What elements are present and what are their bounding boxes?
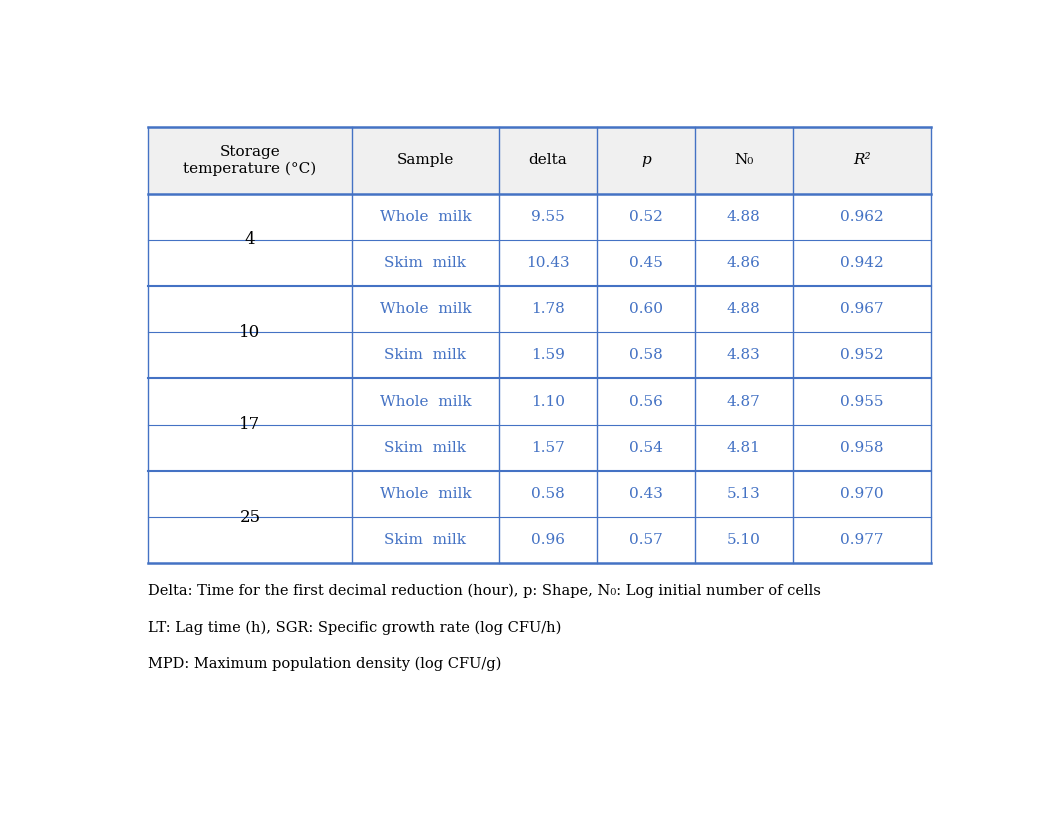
Text: Delta: Time for the first decimal reduction (hour), p: Shape, N₀: Log initial nu: Delta: Time for the first decimal reduct…	[147, 584, 821, 598]
Text: 25: 25	[239, 509, 260, 525]
Text: Whole  milk: Whole milk	[379, 395, 472, 409]
Text: 4.87: 4.87	[727, 395, 760, 409]
Text: 0.45: 0.45	[629, 256, 662, 270]
Text: 0.942: 0.942	[840, 256, 883, 270]
Text: 0.958: 0.958	[840, 441, 883, 455]
Text: 0.43: 0.43	[629, 487, 662, 501]
Text: 0.56: 0.56	[629, 395, 662, 409]
Text: 4: 4	[244, 231, 255, 248]
Text: 0.952: 0.952	[840, 349, 883, 363]
Text: Whole  milk: Whole milk	[379, 302, 472, 316]
Text: Skim  milk: Skim milk	[384, 533, 466, 547]
Text: Whole  milk: Whole milk	[379, 210, 472, 224]
Text: Whole  milk: Whole milk	[379, 487, 472, 501]
Text: 0.977: 0.977	[840, 533, 883, 547]
Text: 0.58: 0.58	[531, 487, 564, 501]
Text: 4.88: 4.88	[727, 210, 760, 224]
Text: 1.57: 1.57	[531, 441, 564, 455]
Text: 4.88: 4.88	[727, 302, 760, 316]
Text: 0.57: 0.57	[629, 533, 662, 547]
Text: Skim  milk: Skim milk	[384, 441, 466, 455]
Text: 0.58: 0.58	[629, 349, 662, 363]
Text: LT: Lag time (h), SGR: Specific growth rate (log CFU/h): LT: Lag time (h), SGR: Specific growth r…	[147, 620, 561, 635]
Text: 0.970: 0.970	[840, 487, 883, 501]
Text: 0.955: 0.955	[840, 395, 883, 409]
Text: 4.86: 4.86	[727, 256, 760, 270]
Text: 0.54: 0.54	[629, 441, 662, 455]
Text: Skim  milk: Skim milk	[384, 256, 466, 270]
Text: 10: 10	[239, 324, 260, 340]
Text: 5.10: 5.10	[727, 533, 760, 547]
Text: 1.10: 1.10	[531, 395, 564, 409]
Text: 0.962: 0.962	[840, 210, 883, 224]
Text: 4.83: 4.83	[727, 349, 760, 363]
Text: Sample: Sample	[397, 154, 454, 168]
Text: Skim  milk: Skim milk	[384, 349, 466, 363]
Text: 10.43: 10.43	[526, 256, 570, 270]
Text: 9.55: 9.55	[531, 210, 564, 224]
Text: 4.81: 4.81	[727, 441, 760, 455]
Text: p: p	[641, 154, 651, 168]
Text: delta: delta	[529, 154, 568, 168]
Text: Storage
temperature (°C): Storage temperature (°C)	[183, 145, 317, 176]
Text: 0.60: 0.60	[629, 302, 662, 316]
Text: 17: 17	[239, 416, 260, 433]
Text: 0.967: 0.967	[840, 302, 883, 316]
Text: 1.78: 1.78	[531, 302, 564, 316]
Text: 0.52: 0.52	[629, 210, 662, 224]
Text: 0.96: 0.96	[531, 533, 564, 547]
Text: 5.13: 5.13	[727, 487, 760, 501]
Text: 1.59: 1.59	[531, 349, 564, 363]
Text: MPD: Maximum population density (log CFU/g): MPD: Maximum population density (log CFU…	[147, 657, 501, 672]
Text: N₀: N₀	[734, 154, 753, 168]
Text: R²: R²	[853, 154, 871, 168]
Bar	[147, 127, 932, 194]
